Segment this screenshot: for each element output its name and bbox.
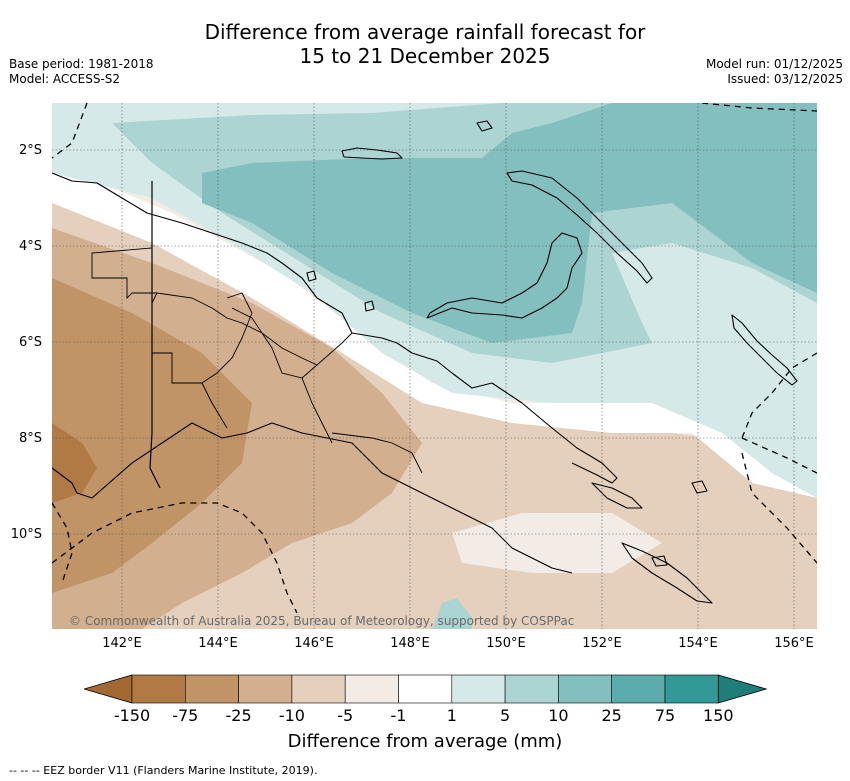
base-period: Base period: 1981-2018 [9,57,154,71]
colorbar-tick-label: 1 [446,706,457,725]
colorbar-segment [291,674,346,704]
eez-legend-note: -- -- -- EEZ border V11 (Flanders Marine… [9,764,318,777]
colorbar-tick-label: -1 [390,706,407,725]
model-run: Model run: 01/12/2025 [705,57,843,71]
colorbar-tick-label: 10 [548,706,569,725]
province-borders [91,233,423,474]
colorbar-tick-label: 150 [703,706,734,725]
colorbar-segment [451,674,506,704]
colorbar-tick-label: 5 [500,706,511,725]
gridlines [52,103,817,629]
coastlines [52,120,798,604]
meta-left: Base period: 1981-2018 Model: ACCESS-S2 [9,57,154,87]
colorbar-tick-label: -75 [172,706,199,725]
title-line-1: Difference from average rainfall forecas… [204,20,646,44]
zone-neutral [52,163,817,498]
lat-label-6s: 6°S [18,335,42,350]
lon-label-146e: 146°E [294,636,334,651]
copyright-notice: © Commonwealth of Australia 2025, Bureau… [69,614,575,628]
colorbar-tick-label: -150 [113,706,151,725]
lon-label-150e: 150°E [486,636,526,651]
colorbar-segment [344,674,399,704]
colorbar-segment [558,674,612,704]
lat-label-10s: 10°S [10,527,42,542]
colorbar-title: Difference from average (mm) [287,731,563,752]
rainfall-map [52,103,817,629]
colorbar-tick-label: -10 [278,706,305,725]
zone-wet-patch [432,598,472,629]
colorbar-tick-label: 75 [654,706,676,725]
lon-label-148e: 148°E [390,636,430,651]
colorbar-segment [398,674,453,704]
model-name: Model: ACCESS-S2 [9,72,121,86]
colorbar-segment [664,674,719,704]
map-canvas [52,103,817,629]
title-line-2: 15 to 21 December 2025 [299,44,551,68]
colorbar-arrow-low [84,674,133,704]
zone-light-south [452,513,662,573]
colorbar-segment [185,674,239,704]
colorbar-segment [611,674,666,704]
zone-wet-10 [202,103,817,343]
lon-label-144e: 144°E [198,636,238,651]
colorbar-arrow-high [717,674,768,704]
colorbar-tick-label: 25 [601,706,622,725]
png-indonesia-border [149,181,161,489]
zone-dry-150 [52,423,97,503]
colorbar-tick-label: -25 [225,706,252,725]
lat-label-2s: 2°S [18,143,42,158]
map-title: Difference from average rainfall forecas… [0,20,850,68]
lon-label-142e: 142°E [102,636,142,651]
colorbar [84,674,768,704]
meta-right: Model run: 01/12/2025 Issued: 03/12/2025 [706,57,843,87]
issued-date: Issued: 03/12/2025 [727,72,843,86]
lat-label-4s: 4°S [18,239,42,254]
colorbar-segment [131,674,186,704]
lon-label-156e: 156°E [774,636,814,651]
lon-label-152e: 152°E [582,636,622,651]
colorbar-segment [504,674,559,704]
lat-label-8s: 8°S [18,431,42,446]
lon-label-154e: 154°E [678,636,718,651]
colorbar-tick-label: -5 [337,706,354,725]
eez-border [52,103,817,614]
colorbar-segment [238,674,293,704]
